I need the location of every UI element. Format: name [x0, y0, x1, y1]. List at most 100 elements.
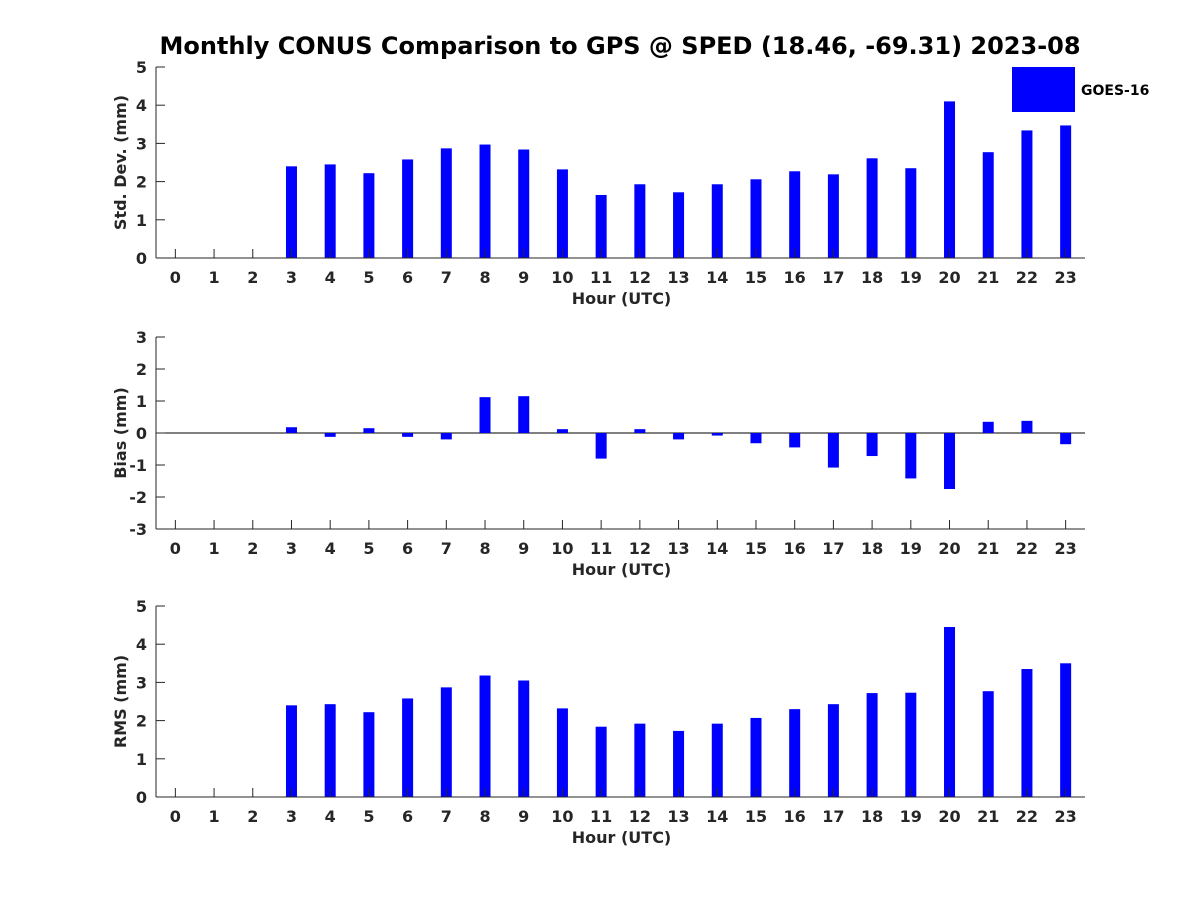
x-tick-label: 0	[170, 807, 181, 826]
legend-label-goes-16: GOES-16	[1081, 83, 1149, 99]
bar-hour-6	[402, 433, 414, 437]
x-tick-label: 18	[861, 268, 883, 287]
bar-hour-16	[789, 433, 801, 448]
bar-hour-21	[982, 421, 994, 433]
bar-hour-5	[363, 428, 375, 433]
x-tick-label: 6	[402, 807, 413, 826]
bar-hour-21	[982, 152, 994, 258]
bar-hour-15	[750, 433, 762, 444]
x-tick-label: 19	[900, 268, 922, 287]
x-tick-label: 2	[247, 268, 258, 287]
x-tick-label: 10	[551, 807, 573, 826]
x-tick-label: 2	[247, 539, 258, 558]
bar-hour-8	[479, 144, 491, 258]
x-tick-label: 9	[518, 807, 529, 826]
x-axis-label: Hour (UTC)	[572, 560, 672, 579]
bar-hour-14	[711, 433, 723, 436]
x-tick-label: 14	[706, 807, 728, 826]
y-tick-label: 5	[136, 597, 147, 616]
x-tick-label: 20	[938, 539, 960, 558]
x-tick-label: 17	[822, 539, 844, 558]
bar-hour-20	[944, 627, 956, 797]
x-tick-label: 4	[325, 539, 336, 558]
bar-hour-18	[866, 433, 878, 457]
x-tick-label: 3	[286, 807, 297, 826]
x-tick-label: 19	[900, 539, 922, 558]
x-tick-label: 3	[286, 539, 297, 558]
bar-hour-12	[634, 184, 646, 258]
bar-hour-15	[750, 717, 762, 797]
x-tick-label: 6	[402, 268, 413, 287]
bar-hour-17	[827, 433, 839, 468]
y-tick-label: -2	[129, 488, 147, 507]
bar-hour-6	[402, 698, 414, 797]
x-tick-label: 0	[170, 539, 181, 558]
x-tick-label: 18	[861, 807, 883, 826]
x-tick-label: 1	[208, 539, 219, 558]
x-tick-label: 22	[1016, 807, 1038, 826]
bar-hour-14	[711, 723, 723, 797]
y-tick-label: 4	[136, 635, 147, 654]
bar-hour-16	[789, 709, 801, 797]
y-axis-label: Bias (mm)	[111, 387, 130, 479]
x-tick-label: 21	[977, 268, 999, 287]
bar-hour-6	[402, 159, 414, 258]
y-tick-label: 1	[136, 211, 147, 230]
bar-hour-9	[518, 149, 530, 258]
x-tick-label: 15	[745, 268, 767, 287]
x-tick-label: 1	[208, 807, 219, 826]
bar-hour-13	[673, 433, 685, 440]
y-tick-label: 2	[136, 360, 147, 379]
x-tick-label: 18	[861, 539, 883, 558]
bar-hour-15	[750, 179, 762, 258]
x-tick-label: 16	[784, 807, 806, 826]
x-tick-label: 4	[325, 268, 336, 287]
x-tick-label: 11	[590, 539, 612, 558]
x-tick-label: 10	[551, 539, 573, 558]
bar-hour-19	[905, 692, 917, 797]
bar-hour-13	[673, 730, 685, 797]
bar-hour-13	[673, 192, 685, 258]
y-tick-label: -1	[129, 456, 147, 475]
x-tick-label: 9	[518, 539, 529, 558]
bar-hour-8	[479, 397, 491, 433]
bar-hour-9	[518, 680, 530, 797]
y-tick-label: 0	[136, 249, 147, 268]
y-tick-label: 5	[136, 58, 147, 77]
bar-hour-10	[556, 708, 568, 797]
x-axis-label: Hour (UTC)	[572, 828, 672, 847]
x-tick-label: 13	[667, 807, 689, 826]
y-tick-label: 4	[136, 96, 147, 115]
bar-hour-23	[1060, 125, 1072, 258]
x-tick-label: 3	[286, 268, 297, 287]
x-tick-label: 11	[590, 807, 612, 826]
x-tick-label: 4	[325, 807, 336, 826]
bar-hour-10	[556, 169, 568, 258]
x-tick-label: 16	[784, 268, 806, 287]
bar-hour-19	[905, 433, 917, 479]
x-tick-label: 11	[590, 268, 612, 287]
x-tick-label: 13	[667, 268, 689, 287]
x-tick-label: 19	[900, 807, 922, 826]
bar-hour-22	[1021, 420, 1033, 433]
bar-hour-23	[1060, 663, 1072, 797]
bar-hour-17	[827, 704, 839, 797]
bar-hour-10	[556, 429, 568, 433]
bar-hour-7	[440, 687, 452, 797]
bar-hour-14	[711, 184, 723, 258]
bar-hour-7	[440, 433, 452, 440]
x-tick-label: 15	[745, 539, 767, 558]
y-axis-label: Std. Dev. (mm)	[111, 95, 130, 230]
bar-hour-18	[866, 158, 878, 258]
x-tick-label: 20	[938, 807, 960, 826]
bar-hour-4	[324, 164, 336, 258]
x-tick-label: 9	[518, 268, 529, 287]
bar-hour-16	[789, 171, 801, 258]
chart-title: Monthly CONUS Comparison to GPS @ SPED (…	[159, 32, 1080, 60]
bar-hour-23	[1060, 433, 1072, 445]
x-tick-label: 1	[208, 268, 219, 287]
x-tick-label: 8	[479, 807, 490, 826]
